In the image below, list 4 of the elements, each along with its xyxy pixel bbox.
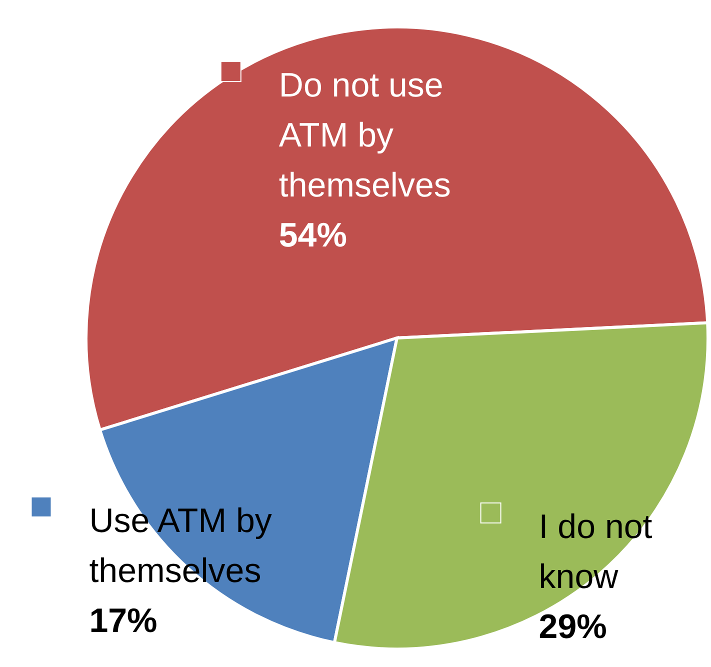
- data-label: 29%: [538, 608, 607, 646]
- data-label: 54%: [278, 216, 347, 255]
- data-label: 17%: [89, 602, 158, 640]
- legend-label: Do not use ATM by themselves: [278, 66, 451, 205]
